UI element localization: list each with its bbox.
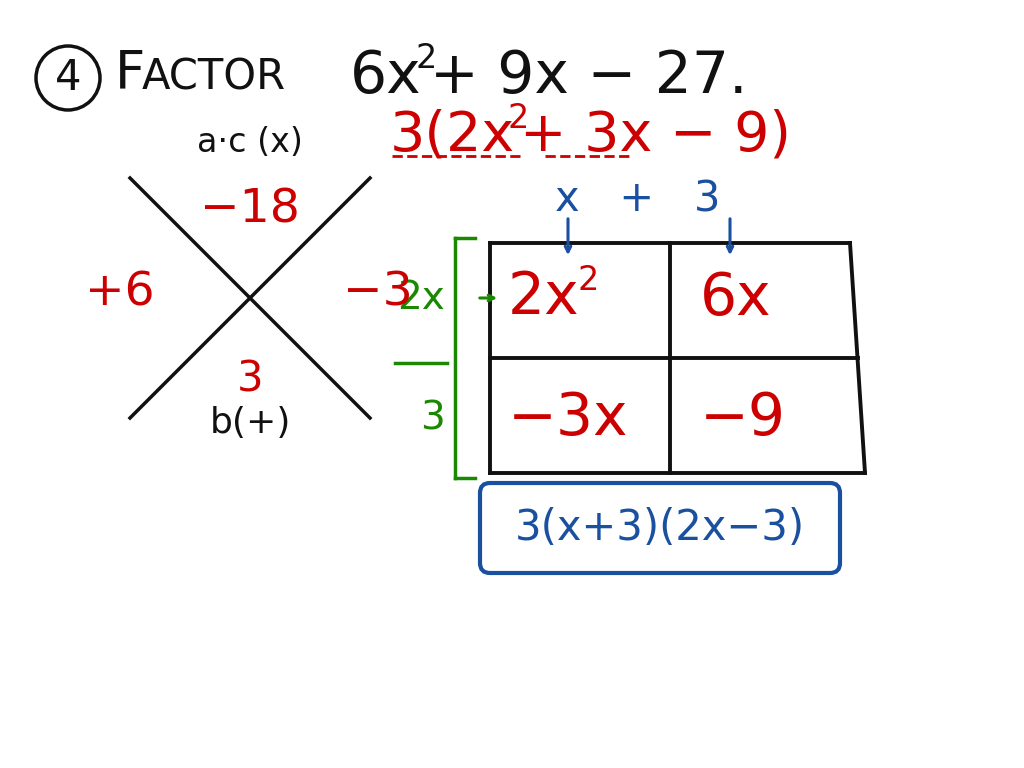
Text: x   +   3: x + 3 — [555, 179, 721, 221]
Text: 2: 2 — [415, 41, 436, 74]
FancyBboxPatch shape — [480, 483, 840, 573]
Text: 2: 2 — [508, 101, 529, 134]
Text: 2: 2 — [578, 264, 599, 297]
Text: −3x: −3x — [508, 389, 629, 446]
Text: −18: −18 — [200, 187, 300, 233]
Text: −3: −3 — [343, 270, 413, 316]
Text: +6: +6 — [85, 270, 155, 316]
Text: + 9x − 27.: + 9x − 27. — [430, 48, 748, 104]
Text: 4: 4 — [54, 57, 81, 99]
Text: b(+): b(+) — [209, 406, 291, 440]
Text: 2x: 2x — [397, 279, 445, 317]
Text: 3(x+3)(2x−3): 3(x+3)(2x−3) — [515, 507, 805, 549]
Text: 2x: 2x — [508, 270, 580, 326]
Text: 3(2x: 3(2x — [390, 109, 515, 163]
Text: ACTOR: ACTOR — [142, 56, 286, 98]
Text: + 3x − 9): + 3x − 9) — [520, 109, 791, 163]
Text: 3: 3 — [420, 399, 445, 437]
Text: F: F — [115, 47, 145, 99]
Text: −9: −9 — [700, 389, 786, 446]
Text: a·c (x): a·c (x) — [197, 127, 303, 160]
Text: 6x: 6x — [350, 48, 422, 104]
Text: 3: 3 — [237, 359, 263, 401]
Text: 6x: 6x — [700, 270, 772, 326]
